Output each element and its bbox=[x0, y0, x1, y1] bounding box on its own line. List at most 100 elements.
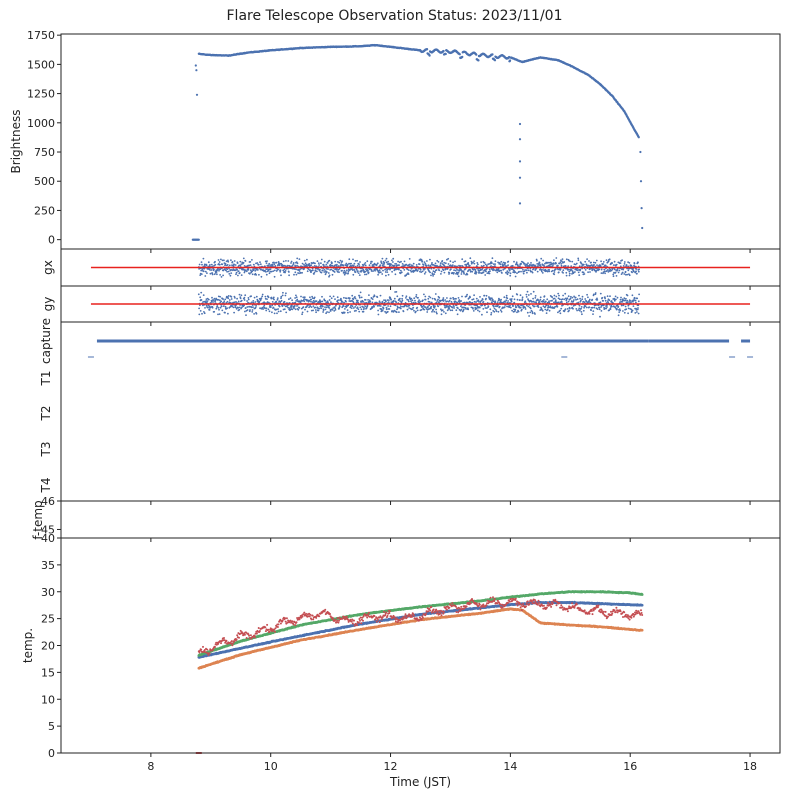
gx-point bbox=[500, 261, 502, 263]
gy-point bbox=[355, 310, 357, 312]
gx-point bbox=[238, 270, 240, 272]
gy-point bbox=[634, 312, 636, 314]
gy-point bbox=[511, 298, 513, 300]
gy-point bbox=[592, 313, 594, 315]
gx-point bbox=[613, 264, 615, 266]
gy-point bbox=[208, 299, 210, 301]
gy-point bbox=[240, 298, 242, 300]
gy-point bbox=[611, 306, 613, 308]
gy-point bbox=[619, 310, 621, 312]
gx-point bbox=[377, 274, 379, 276]
gy-point bbox=[330, 310, 332, 312]
gy-point bbox=[233, 312, 235, 314]
gy-point bbox=[224, 312, 226, 314]
gx-point bbox=[291, 261, 293, 263]
gy-point bbox=[365, 299, 367, 301]
gx-point bbox=[266, 262, 268, 264]
y-axis-label: Brightness bbox=[9, 110, 23, 174]
gy-point bbox=[597, 308, 599, 310]
gy-point bbox=[352, 305, 354, 307]
gy-point bbox=[481, 314, 483, 316]
gx-point bbox=[385, 275, 387, 277]
gy-point bbox=[394, 298, 396, 300]
gy-point bbox=[213, 311, 215, 313]
gx-point bbox=[284, 268, 286, 270]
gy-point bbox=[467, 309, 469, 311]
gx-point bbox=[542, 260, 544, 262]
gy-point bbox=[347, 312, 349, 314]
gy-point bbox=[512, 305, 514, 307]
gy-point bbox=[610, 308, 612, 310]
gx-point bbox=[620, 262, 622, 264]
gx-point bbox=[366, 274, 368, 276]
gy-point bbox=[405, 297, 407, 299]
gx-point bbox=[288, 271, 290, 273]
gy-point bbox=[320, 301, 322, 303]
gy-point bbox=[530, 308, 532, 310]
gx-point bbox=[404, 261, 406, 263]
gx-point bbox=[306, 259, 308, 261]
gy-point bbox=[221, 305, 223, 307]
gy-point bbox=[198, 308, 200, 310]
gx-point bbox=[386, 271, 388, 273]
gy-point bbox=[217, 314, 219, 316]
gx-point bbox=[595, 262, 597, 264]
gx-point bbox=[560, 263, 562, 265]
gx-point bbox=[583, 272, 585, 274]
gx-point bbox=[328, 272, 330, 274]
gx-point bbox=[266, 274, 268, 276]
gy-point bbox=[251, 301, 253, 303]
gy-point bbox=[314, 297, 316, 299]
gy-point bbox=[583, 310, 585, 312]
gy-point bbox=[295, 295, 297, 297]
gx-point bbox=[327, 262, 329, 264]
gx-point bbox=[293, 262, 295, 264]
gy-point bbox=[533, 291, 535, 293]
gy-point bbox=[218, 307, 220, 309]
gx-point bbox=[214, 261, 216, 263]
gy-point bbox=[624, 312, 626, 314]
gy-point bbox=[618, 311, 620, 313]
gy-point bbox=[514, 298, 516, 300]
gx-point bbox=[419, 263, 421, 265]
gx-point bbox=[340, 260, 342, 262]
brightness-outlier bbox=[639, 151, 641, 153]
gy-point bbox=[237, 307, 239, 309]
gy-point bbox=[500, 309, 502, 311]
gx-point bbox=[239, 272, 241, 274]
gy-point bbox=[430, 308, 432, 310]
gx-point bbox=[216, 273, 218, 275]
gy-point bbox=[493, 306, 495, 308]
gx-point bbox=[261, 276, 263, 278]
gy-point bbox=[199, 296, 201, 298]
gy-point bbox=[457, 313, 459, 315]
gx-point bbox=[452, 264, 454, 266]
gy-point bbox=[486, 295, 488, 297]
gx-point bbox=[271, 271, 273, 273]
gx-point bbox=[268, 263, 270, 265]
gx-point bbox=[510, 272, 512, 274]
gy-point bbox=[328, 311, 330, 313]
gy-point bbox=[526, 296, 528, 298]
gy-point bbox=[505, 301, 507, 303]
gy-point bbox=[425, 306, 427, 308]
gx-point bbox=[574, 271, 576, 273]
gy-point bbox=[284, 301, 286, 303]
gx-point bbox=[577, 258, 579, 260]
gy-point bbox=[235, 306, 237, 308]
gx-point bbox=[314, 272, 316, 274]
gy-point bbox=[520, 307, 522, 309]
gx-point bbox=[392, 261, 394, 263]
gx-point bbox=[227, 264, 229, 266]
gy-point bbox=[255, 305, 257, 307]
gx-point bbox=[222, 275, 224, 277]
gx-point bbox=[491, 262, 493, 264]
gx-point bbox=[314, 263, 316, 265]
gy-point bbox=[534, 305, 536, 307]
gy-point bbox=[593, 307, 595, 309]
gy-point bbox=[518, 311, 520, 313]
gy-point bbox=[584, 298, 586, 300]
gy-point bbox=[484, 305, 486, 307]
gy-point bbox=[328, 307, 330, 309]
gy-point bbox=[596, 299, 598, 301]
